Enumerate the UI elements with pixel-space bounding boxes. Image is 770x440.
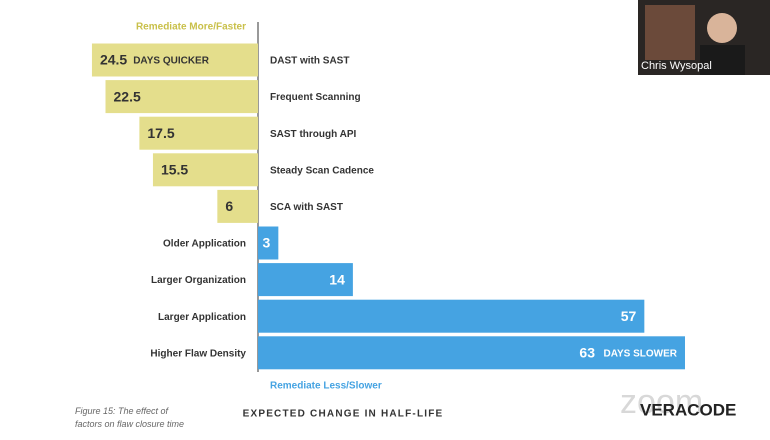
annotation: DAYS QUICKER [133, 56, 210, 67]
legend-top: Remediate More/Faster [136, 22, 246, 33]
category-label: Higher Flaw Density [150, 348, 246, 359]
category-label: SAST through API [270, 129, 357, 140]
bar [258, 299, 645, 333]
category-label: Steady Scan Cadence [270, 165, 374, 176]
bar [258, 263, 353, 297]
webcam-bg [645, 5, 695, 60]
category-label: Older Application [163, 239, 246, 250]
value-label: 17.5 [147, 125, 174, 141]
webcam-body [700, 45, 745, 75]
bar [105, 80, 258, 114]
annotation: DAYS SLOWER [603, 348, 677, 359]
bar [91, 43, 258, 77]
value-label: 63 [579, 345, 595, 361]
webcam-face [707, 13, 737, 43]
logo: VERACODE [640, 400, 736, 419]
value-label: 15.5 [161, 162, 188, 178]
legend-bottom: Remediate Less/Slower [270, 381, 382, 392]
category-label: SCA with SAST [270, 202, 343, 213]
speaker-name: Chris Wysopal [641, 60, 712, 72]
value-label: 3 [263, 235, 271, 251]
bar [258, 226, 279, 260]
value-label: 22.5 [114, 88, 141, 104]
watermark: zoom [620, 383, 703, 421]
caption: Figure 15: The effect of factors on flaw … [75, 406, 184, 429]
category-label: DAST with SAST [270, 56, 349, 67]
value-label: 57 [621, 308, 637, 324]
bar [139, 116, 258, 150]
category-label: Frequent Scanning [270, 92, 361, 103]
category-label: Larger Organization [151, 275, 246, 286]
value-label: 14 [329, 271, 345, 287]
value-label: 24.5 [100, 52, 127, 68]
value-label: 6 [225, 198, 233, 214]
x-axis-label: EXPECTED CHANGE IN HALF-LIFE [243, 409, 444, 420]
bar [258, 336, 685, 370]
bar [217, 189, 258, 223]
bar [152, 153, 258, 187]
category-label: Larger Application [158, 312, 246, 323]
